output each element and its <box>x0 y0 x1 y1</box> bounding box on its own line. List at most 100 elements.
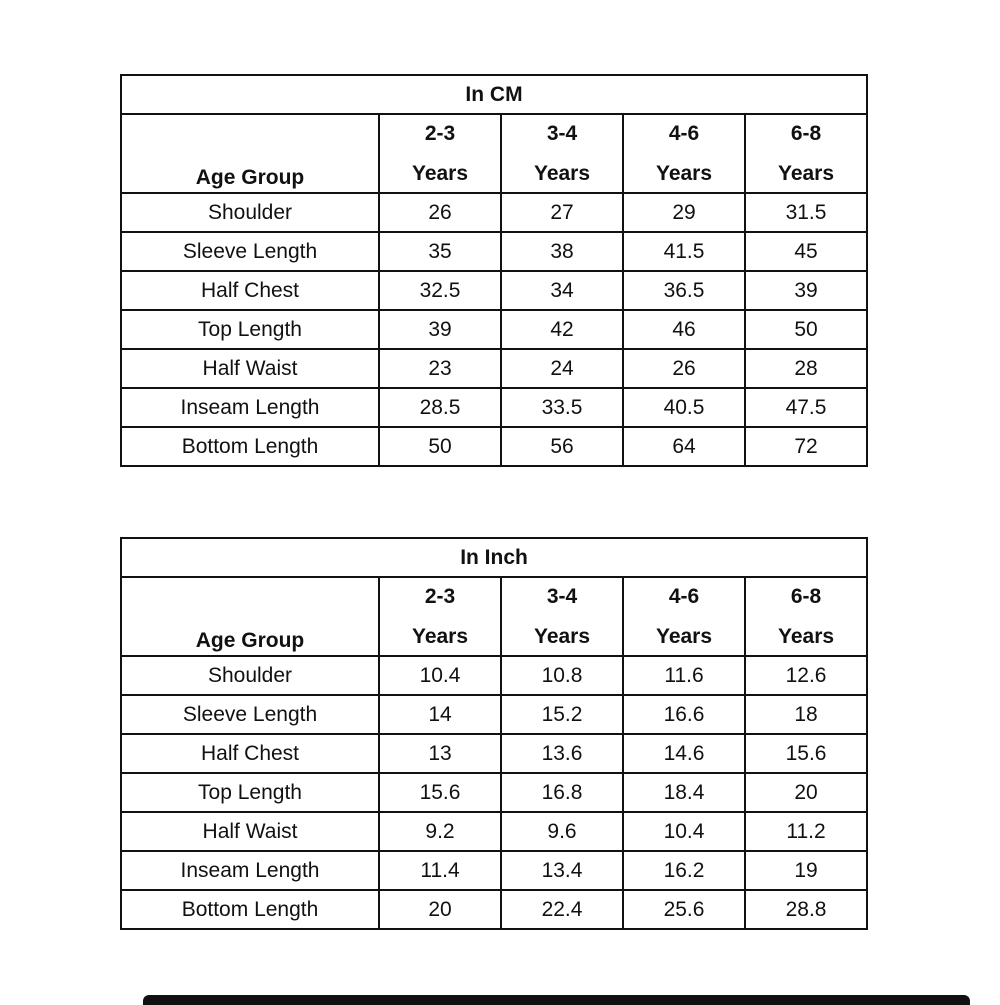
measurement-cell: 46 <box>622 309 746 350</box>
column-header: 6-8 Years <box>743 576 869 657</box>
age-range: 6-8 <box>790 584 822 608</box>
age-range: 3-4 <box>546 121 578 145</box>
table-row: Bottom Length 20 22.4 25.6 28.8 <box>120 889 869 930</box>
column-header: 4-6 Years <box>622 576 746 657</box>
inch-size-table: In Inch Age Group 2-3 Years 3-4 Years 4-6 Years… <box>119 537 869 930</box>
measurement-cell: 11.2 <box>743 811 869 852</box>
table-row: Inseam Length 28.5 33.5 40.5 47.5 <box>120 387 869 428</box>
age-unit: Years <box>411 624 469 648</box>
measurement-cell: 15.6 <box>743 733 869 774</box>
age-group-header: Age Group <box>120 576 380 657</box>
row-label: Bottom Length <box>120 889 380 930</box>
table-row: Half Chest 13 13.6 14.6 15.6 <box>120 733 869 774</box>
row-label: Top Length <box>120 772 380 813</box>
age-range: 2-3 <box>424 584 456 608</box>
age-range: 6-8 <box>790 121 822 145</box>
table-row: Sleeve Length 14 15.2 16.6 18 <box>120 694 869 735</box>
measurement-cell: 18 <box>743 694 869 735</box>
row-label: Inseam Length <box>120 387 380 428</box>
measurement-cell: 36.5 <box>622 270 746 311</box>
age-unit: Years <box>655 624 713 648</box>
measurement-cell: 11.6 <box>622 655 746 696</box>
measurement-cell: 24 <box>500 348 624 389</box>
row-label: Sleeve Length <box>120 694 380 735</box>
table-row: Shoulder 10.4 10.8 11.6 12.6 <box>120 655 869 696</box>
column-header: 4-6 Years <box>622 113 746 194</box>
measurement-cell: 10.8 <box>500 655 624 696</box>
age-range: 3-4 <box>546 584 578 608</box>
measurement-cell: 26 <box>622 348 746 389</box>
measurement-cell: 9.6 <box>500 811 624 852</box>
measurement-cell: 25.6 <box>622 889 746 930</box>
age-group-header: Age Group <box>120 113 380 194</box>
column-header: 3-4 Years <box>500 576 624 657</box>
age-range: 2-3 <box>424 121 456 145</box>
measurement-cell: 35 <box>378 231 502 272</box>
measurement-cell: 9.2 <box>378 811 502 852</box>
measurement-cell: 42 <box>500 309 624 350</box>
age-unit: Years <box>533 624 591 648</box>
measurement-cell: 18.4 <box>622 772 746 813</box>
measurement-cell: 14 <box>378 694 502 735</box>
measurement-cell: 39 <box>743 270 869 311</box>
column-header: 6-8 Years <box>743 113 869 194</box>
age-range: 4-6 <box>668 584 700 608</box>
measurement-cell: 19 <box>743 850 869 891</box>
measurement-cell: 50 <box>743 309 869 350</box>
measurement-cell: 28.5 <box>378 387 502 428</box>
table-row: Half Waist 23 24 26 28 <box>120 348 869 389</box>
measurement-cell: 10.4 <box>622 811 746 852</box>
column-header: 2-3 Years <box>378 113 502 194</box>
age-unit: Years <box>655 161 713 185</box>
age-unit: Years <box>411 161 469 185</box>
measurement-cell: 28 <box>743 348 869 389</box>
measurement-cell: 38 <box>500 231 624 272</box>
row-label: Half Waist <box>120 811 380 852</box>
measurement-cell: 20 <box>378 889 502 930</box>
row-label: Inseam Length <box>120 850 380 891</box>
table-row: Half Waist 9.2 9.6 10.4 11.2 <box>120 811 869 852</box>
table-row: Sleeve Length 35 38 41.5 45 <box>120 231 869 272</box>
age-unit: Years <box>777 161 835 185</box>
table-row: Top Length 15.6 16.8 18.4 20 <box>120 772 869 813</box>
row-label: Bottom Length <box>120 426 380 467</box>
measurement-cell: 31.5 <box>743 192 869 233</box>
measurement-cell: 72 <box>743 426 869 467</box>
measurement-cell: 28.8 <box>743 889 869 930</box>
row-label: Shoulder <box>120 655 380 696</box>
row-label: Half Waist <box>120 348 380 389</box>
measurement-cell: 16.2 <box>622 850 746 891</box>
measurement-cell: 32.5 <box>378 270 502 311</box>
measurement-cell: 26 <box>378 192 502 233</box>
measurement-cell: 29 <box>622 192 746 233</box>
table-row: Half Chest 32.5 34 36.5 39 <box>120 270 869 311</box>
measurement-cell: 27 <box>500 192 624 233</box>
table-title: In Inch <box>119 537 869 578</box>
row-label: Top Length <box>120 309 380 350</box>
bottom-dark-bar <box>143 995 970 1005</box>
measurement-cell: 16.8 <box>500 772 624 813</box>
table-title: In CM <box>119 74 869 115</box>
row-label: Half Chest <box>120 733 380 774</box>
measurement-cell: 41.5 <box>622 231 746 272</box>
measurement-cell: 45 <box>743 231 869 272</box>
measurement-cell: 15.6 <box>378 772 502 813</box>
measurement-cell: 16.6 <box>622 694 746 735</box>
row-label: Half Chest <box>120 270 380 311</box>
measurement-cell: 39 <box>378 309 502 350</box>
row-label: Sleeve Length <box>120 231 380 272</box>
measurement-cell: 34 <box>500 270 624 311</box>
table-row: Shoulder 26 27 29 31.5 <box>120 192 869 233</box>
age-unit: Years <box>533 161 591 185</box>
table-row: Top Length 39 42 46 50 <box>120 309 869 350</box>
measurement-cell: 13.4 <box>500 850 624 891</box>
measurement-cell: 22.4 <box>500 889 624 930</box>
measurement-cell: 10.4 <box>378 655 502 696</box>
table-row: Bottom Length 50 56 64 72 <box>120 426 869 467</box>
measurement-cell: 13 <box>378 733 502 774</box>
measurement-cell: 12.6 <box>743 655 869 696</box>
measurement-cell: 64 <box>622 426 746 467</box>
measurement-cell: 11.4 <box>378 850 502 891</box>
age-unit: Years <box>778 624 835 648</box>
age-range: 4-6 <box>668 121 700 145</box>
